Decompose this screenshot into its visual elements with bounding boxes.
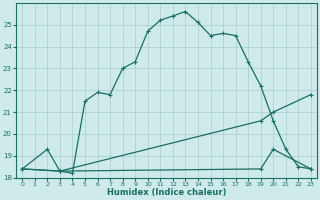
X-axis label: Humidex (Indice chaleur): Humidex (Indice chaleur) xyxy=(107,188,226,197)
